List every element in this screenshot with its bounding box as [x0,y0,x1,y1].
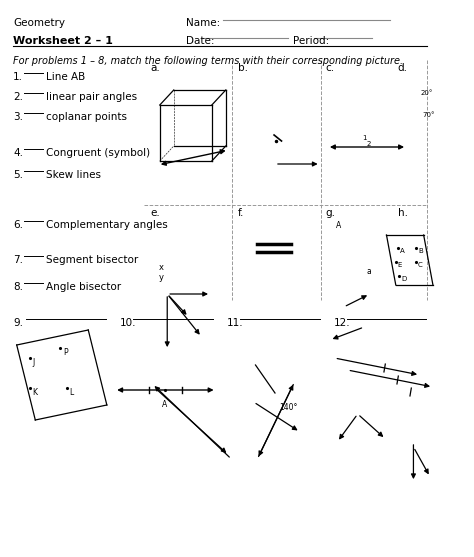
Text: 5.: 5. [13,170,23,180]
Text: e.: e. [151,208,160,218]
Text: C: C [418,262,423,268]
Text: g.: g. [325,208,335,218]
Text: coplanar points: coplanar points [46,112,128,122]
Text: 10.: 10. [120,318,137,328]
Text: c.: c. [325,63,334,73]
Text: Line AB: Line AB [46,72,86,82]
Text: 9.: 9. [13,318,23,328]
Text: linear pair angles: linear pair angles [46,92,137,102]
Text: h.: h. [398,208,408,218]
Text: 20°: 20° [421,90,433,96]
Text: Congruent (symbol): Congruent (symbol) [46,148,151,158]
Text: B: B [418,248,423,254]
Text: D: D [401,276,407,282]
Text: 2: 2 [367,141,371,147]
Text: Angle bisector: Angle bisector [46,282,121,292]
Text: A: A [400,248,404,254]
Text: 4.: 4. [13,148,23,158]
Text: E: E [398,262,402,268]
Text: A: A [337,221,342,230]
Text: Period:: Period: [292,36,329,46]
Text: Skew lines: Skew lines [46,170,101,180]
Text: a.: a. [151,63,160,73]
Text: f.: f. [238,208,244,218]
Text: y: y [159,273,164,282]
Text: b.: b. [238,63,248,73]
Text: a: a [366,267,371,276]
Text: 12.: 12. [334,318,350,328]
Text: Complementary angles: Complementary angles [46,220,168,230]
Text: 70°: 70° [423,112,435,118]
Text: For problems 1 – 8, match the following terms with their corresponding picture.: For problems 1 – 8, match the following … [13,56,403,66]
Text: Date:: Date: [186,36,214,46]
Text: 2.: 2. [13,92,23,102]
Text: 1.: 1. [13,72,23,82]
Text: 11.: 11. [227,318,243,328]
Text: Geometry: Geometry [13,18,65,28]
Text: 8.: 8. [13,282,23,292]
Text: A: A [162,400,167,409]
Text: 1: 1 [362,135,367,141]
Text: Segment bisector: Segment bisector [46,255,139,265]
Text: 140°: 140° [279,403,297,412]
Text: Worksheet 2 – 1: Worksheet 2 – 1 [13,36,113,46]
Text: K: K [33,388,37,397]
Text: 6.: 6. [13,220,23,230]
Text: L: L [70,388,74,397]
Text: x: x [159,263,164,272]
Text: Name:: Name: [186,18,220,28]
Text: 3.: 3. [13,112,23,122]
Text: J: J [33,358,35,367]
Text: d.: d. [398,63,408,73]
Text: 7.: 7. [13,255,23,265]
Text: P: P [63,348,68,357]
